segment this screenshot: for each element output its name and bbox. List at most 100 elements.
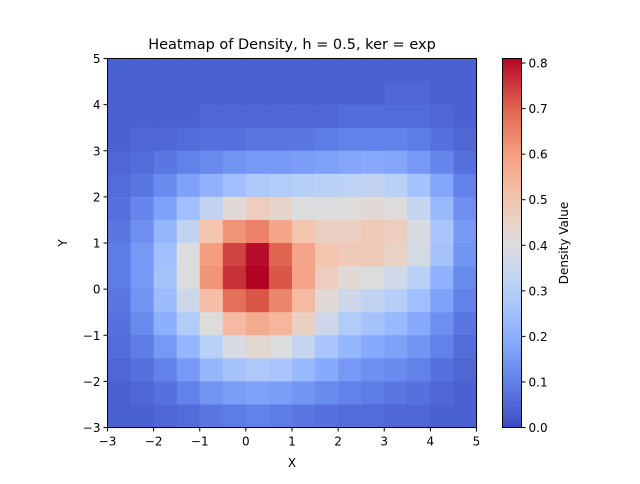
heatmap-cell	[153, 312, 178, 336]
heatmap-cell	[153, 266, 178, 290]
heatmap-cell	[268, 404, 293, 429]
heatmap-cell	[430, 104, 455, 129]
heatmap-cell	[199, 358, 224, 382]
heatmap-cell	[430, 127, 455, 152]
heatmap-cell	[384, 266, 408, 290]
heatmap-cell	[453, 335, 478, 359]
heatmap-cell	[222, 243, 247, 267]
heatmap-cell	[315, 81, 339, 106]
heatmap-cell	[245, 404, 270, 429]
heatmap-cell	[430, 243, 455, 267]
heatmap-cell	[315, 58, 339, 83]
heatmap-cell	[153, 381, 178, 406]
heatmap-cell	[153, 104, 178, 129]
heatmap-cell	[338, 196, 362, 221]
heatmap-cell	[245, 58, 270, 83]
heatmap-cell	[176, 196, 201, 221]
heatmap-cell	[407, 266, 431, 290]
heatmap-cell	[107, 335, 132, 359]
heatmap-cell	[245, 289, 270, 313]
heatmap-cell	[222, 404, 247, 429]
heatmap-cell	[268, 81, 293, 106]
y-axis-ticks: −3 −2 −1 0 1 2 3 4 5	[83, 52, 108, 435]
heatmap-cell	[130, 266, 155, 290]
heatmap-cell	[338, 335, 362, 359]
y-axis-label: Y	[56, 239, 70, 248]
heatmap-cell	[153, 404, 178, 429]
heatmap-cell	[176, 312, 201, 336]
x-tick-label: 2	[334, 435, 342, 449]
heatmap-cell	[430, 289, 455, 313]
heatmap-cell	[315, 358, 339, 382]
y-tick-label: −1	[83, 329, 101, 343]
heatmap-cell	[107, 196, 132, 221]
x-tick-label: −3	[99, 435, 117, 449]
heatmap-cell	[176, 381, 201, 406]
heatmap-cell	[153, 358, 178, 382]
heatmap-cell	[268, 243, 293, 267]
heatmap-cell	[315, 219, 339, 244]
heatmap-cell	[268, 196, 293, 221]
y-tick-label: 3	[93, 144, 101, 158]
heatmap-cell	[315, 150, 339, 175]
heatmap-cell	[176, 335, 201, 359]
heatmap-cell	[176, 404, 201, 429]
heatmap-cell	[361, 266, 385, 290]
heatmap-cell	[430, 196, 455, 221]
heatmap-cell	[338, 289, 362, 313]
colorbar-tick-label: 0.1	[529, 375, 548, 389]
heatmap-cell	[407, 58, 431, 83]
heatmap-cell	[315, 312, 339, 336]
heatmap-cell	[153, 289, 178, 313]
heatmap-cell	[453, 243, 478, 267]
heatmap-cell	[130, 104, 155, 129]
x-tick-label: −2	[145, 435, 163, 449]
chart-title: Heatmap of Density, h = 0.5, ker = exp	[148, 37, 436, 53]
heatmap-cell	[292, 104, 316, 129]
heatmap-cell	[407, 150, 431, 175]
heatmap-cell	[130, 335, 155, 359]
heatmap-cell	[384, 104, 408, 129]
heatmap-cell	[430, 219, 455, 244]
heatmap-cell	[384, 58, 408, 83]
heatmap-cell	[130, 196, 155, 221]
heatmap-cell	[453, 127, 478, 152]
heatmap-cell	[176, 219, 201, 244]
heatmap-cell	[361, 289, 385, 313]
heatmap-cell	[153, 335, 178, 359]
heatmap-cell	[222, 381, 247, 406]
heatmap-cell	[245, 196, 270, 221]
heatmap-cell	[453, 173, 478, 198]
heatmap-cell	[176, 173, 201, 198]
heatmap-cell	[107, 150, 132, 175]
heatmap-cell	[407, 289, 431, 313]
heatmap-cell	[130, 381, 155, 406]
heatmap-cell	[407, 312, 431, 336]
heatmap-cell	[338, 150, 362, 175]
heatmap-cell	[384, 150, 408, 175]
heatmap-cell	[338, 243, 362, 267]
heatmap-cell	[292, 150, 316, 175]
heatmap-cell	[430, 150, 455, 175]
heatmap-cell	[130, 358, 155, 382]
heatmap-cell	[107, 219, 132, 244]
heatmap-cell	[292, 81, 316, 106]
heatmap-cell	[268, 381, 293, 406]
heatmap-cell	[176, 289, 201, 313]
heatmap-cell	[338, 266, 362, 290]
colorbar-tick-label: 0.7	[529, 102, 548, 116]
heatmap-cell	[176, 127, 201, 152]
heatmap-cell	[107, 173, 132, 198]
heatmap-cell	[245, 335, 270, 359]
heatmap-cell	[453, 312, 478, 336]
heatmap-cell	[153, 127, 178, 152]
heatmap-cell	[199, 150, 224, 175]
y-tick-label: 2	[93, 190, 101, 204]
heatmap-cell	[245, 173, 270, 198]
heatmap-cell	[176, 58, 201, 83]
heatmap-cell	[430, 266, 455, 290]
heatmap-cell	[107, 58, 132, 83]
heatmap-cell	[292, 196, 316, 221]
